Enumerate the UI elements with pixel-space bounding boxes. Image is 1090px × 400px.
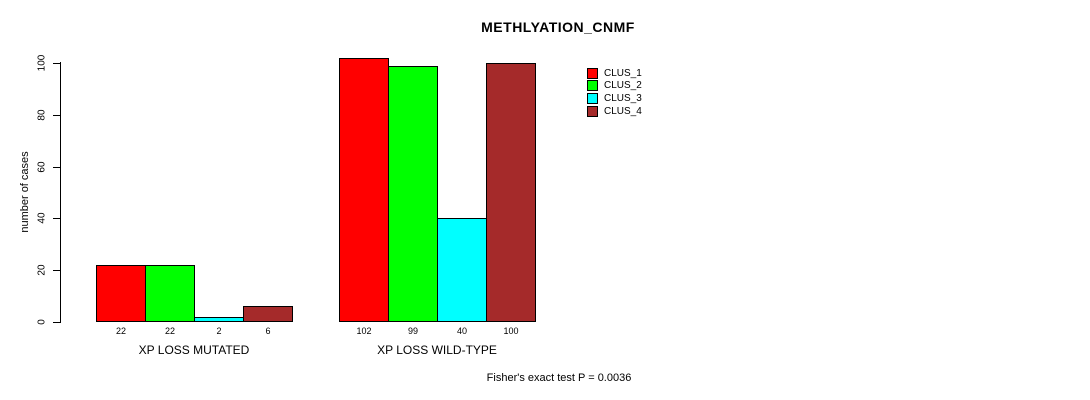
y-tick — [53, 270, 60, 271]
bar-value-label: 102 — [356, 326, 372, 336]
bar-clus_3-group1 — [194, 317, 244, 322]
y-tick-label: 80 — [36, 109, 48, 121]
y-tick-label: 100 — [36, 54, 48, 72]
bar-value-label: 40 — [456, 326, 468, 336]
chart-title: METHLYATION_CNMF — [481, 19, 635, 35]
legend-swatch-clus_4 — [587, 106, 598, 117]
bar-clus_1-group2 — [339, 58, 389, 322]
legend-label-clus_4: CLUS_4 — [604, 106, 642, 117]
bar-value-label: 100 — [503, 326, 519, 336]
y-axis-label: number of cases — [19, 151, 31, 233]
legend-label-clus_3: CLUS_3 — [604, 93, 642, 104]
y-tick — [53, 115, 60, 116]
legend-label-clus_1: CLUS_1 — [604, 68, 642, 79]
legend-swatch-clus_1 — [587, 68, 598, 79]
y-tick-label: 40 — [36, 212, 48, 224]
bar-clus_4-group2 — [486, 63, 536, 322]
bar-value-label: 6 — [265, 326, 271, 336]
legend-swatch-clus_2 — [587, 80, 598, 91]
caption-fisher-test: Fisher's exact test P = 0.0036 — [486, 372, 632, 384]
y-tick — [53, 63, 60, 64]
y-tick — [53, 167, 60, 168]
bar-clus_3-group2 — [437, 218, 487, 322]
y-axis-line — [60, 62, 61, 323]
y-tick-label: 60 — [36, 161, 48, 173]
legend-swatch-clus_3 — [587, 93, 598, 104]
legend-label-clus_2: CLUS_2 — [604, 80, 642, 91]
y-tick-label: 0 — [36, 319, 48, 325]
bar-value-label: 99 — [407, 326, 419, 336]
bar-clus_2-group1 — [145, 265, 195, 322]
y-tick — [53, 218, 60, 219]
bar-clus_4-group1 — [243, 306, 293, 322]
bar-clus_1-group1 — [96, 265, 146, 322]
x-category-label: XP LOSS WILD-TYPE — [377, 343, 497, 357]
x-category-label: XP LOSS MUTATED — [138, 343, 250, 357]
bar-value-label: 22 — [115, 326, 127, 336]
y-tick-label: 20 — [36, 264, 48, 276]
bar-value-label: 2 — [216, 326, 222, 336]
bar-clus_2-group2 — [388, 66, 438, 322]
bar-value-label: 22 — [164, 326, 176, 336]
y-tick — [53, 322, 60, 323]
